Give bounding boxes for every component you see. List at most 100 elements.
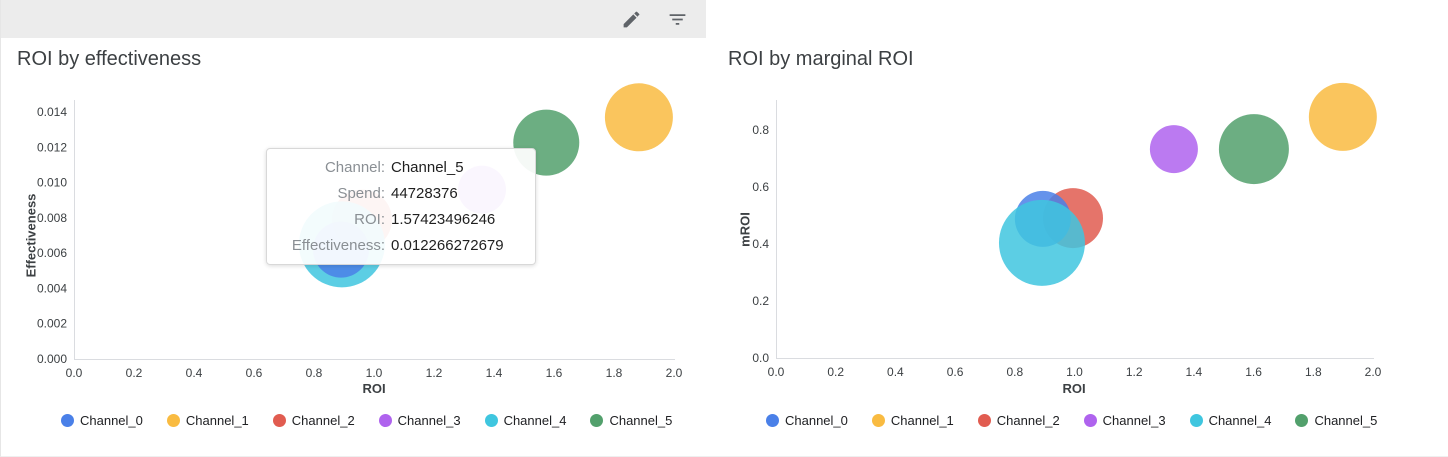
filter-button[interactable]	[662, 4, 692, 34]
legend-label: Channel_5	[609, 413, 673, 428]
legend-item-Channel_0: Channel_0	[766, 413, 848, 428]
pencil-icon	[623, 11, 639, 27]
bubble-chart-plot-mroi[interactable]: 0.0 0.2 0.4 0.6 0.8 0.0 0.2 0.4 0.6 0.8 1.0 1.2 1.4 1…	[706, 42, 1448, 412]
legend-dot-icon	[1083, 414, 1097, 427]
x-axis-label: ROI	[1062, 381, 1086, 396]
tooltip-row: ROI: 1.57423496246	[277, 207, 521, 233]
legend-label: Channel_2	[996, 413, 1060, 428]
tooltip-value: 0.012266272679	[391, 236, 504, 254]
legend-label: Channel_4	[1208, 413, 1272, 428]
legend-dot-icon	[766, 414, 779, 427]
chart-legend: Channel_0 Channel_1 Channel_2 Channel_3 Chan…	[61, 412, 672, 429]
x-tick-label: 1.2	[1126, 365, 1143, 379]
tooltip-label: Spend:	[337, 184, 385, 202]
x-tick-label: 1.6	[546, 366, 563, 380]
tooltip-row: Effectiveness: 0.012266272679	[277, 233, 521, 259]
chart-title: ROI by marginal ROI	[728, 48, 914, 70]
x-tick-label: 1.0	[366, 366, 383, 380]
legend-dot-icon	[590, 414, 604, 427]
legend-item-Channel_2: Channel_2	[977, 413, 1060, 428]
chart-panel-roi-by-effectiveness: ROI by effectiveness 0.000 0.002 0.004 0.00…	[1, 42, 706, 456]
x-tick-label: 2.0	[666, 366, 683, 380]
x-tick-label: 1.8	[1305, 365, 1322, 379]
legend-item-Channel_1: Channel_1	[166, 413, 249, 428]
chart-title: ROI by effectiveness	[17, 48, 202, 70]
y-axis-label: Effectiveness	[23, 193, 39, 278]
legend-dot-icon	[484, 414, 498, 427]
y-tick-label: 0.000	[37, 352, 67, 366]
x-tick-label: 1.4	[1186, 365, 1203, 379]
legend-item-Channel_4: Channel_4	[1189, 413, 1272, 428]
y-tick-label: 0.2	[752, 294, 769, 308]
legend-item-Channel_4: Channel_4	[484, 413, 567, 428]
legend-label: Channel_1	[185, 413, 249, 428]
edit-button[interactable]	[616, 4, 646, 34]
bubble-Channel_4[interactable]	[998, 199, 1085, 286]
y-tick-label: 0.4	[752, 237, 769, 251]
legend-label: Channel_4	[503, 413, 567, 428]
x-axis-label: ROI	[362, 381, 386, 396]
legend-label: Channel_3	[1102, 413, 1166, 428]
x-tick-label: 0.4	[186, 366, 203, 380]
legend-dot-icon	[871, 414, 885, 427]
legend-label: Channel_5	[1314, 413, 1378, 428]
x-tick-label: 1.6	[1245, 365, 1262, 379]
x-tick-label: 0.6	[246, 366, 263, 380]
legend-dot-icon	[61, 414, 74, 427]
bubble-Channel_3[interactable]	[1149, 125, 1198, 174]
y-tick-label: 0.008	[37, 211, 67, 225]
x-tick-label: 1.4	[486, 366, 503, 380]
y-tick-label: 0.6	[752, 180, 769, 194]
legend-dot-icon	[378, 414, 392, 427]
x-tick-label: 1.0	[1066, 365, 1083, 379]
legend-item-Channel_3: Channel_3	[1083, 413, 1166, 428]
bubble-Channel_5[interactable]	[1218, 114, 1289, 185]
y-tick-label: 0.8	[752, 123, 769, 137]
tooltip-row: Spend: 44728376	[277, 181, 521, 207]
y-axis-label: mROI	[737, 212, 753, 247]
y-tick-label: 0.006	[37, 246, 67, 260]
tooltip-label: Effectiveness:	[291, 236, 385, 254]
legend-label: Channel_0	[785, 413, 848, 428]
x-tick-label: 0.2	[827, 365, 844, 379]
tooltip-label: Channel:	[324, 158, 385, 176]
y-tick-label: 0.004	[37, 281, 67, 295]
y-tick-label: 0.014	[37, 105, 67, 119]
chart-tooltip: Channel: Channel_5 Spend: 44728376 ROI: …	[266, 148, 536, 265]
bubble-Channel_1[interactable]	[1308, 82, 1377, 151]
chart-legend: Channel_0 Channel_1 Channel_2 Channel_3 Chan…	[766, 412, 1377, 429]
y-tick-label: 0.0	[752, 351, 769, 365]
x-tick-label: 0.0	[66, 366, 83, 380]
y-tick-label: 0.002	[37, 317, 67, 331]
tooltip-value: 44728376	[391, 184, 458, 202]
legend-dot-icon	[977, 414, 991, 427]
x-tick-label: 0.2	[126, 366, 143, 380]
tooltip-value: 1.57423496246	[391, 210, 496, 228]
tooltip-row: Channel: Channel_5	[277, 155, 521, 181]
x-tick-label: 0.4	[887, 365, 904, 379]
chart-panel-roi-by-marginal-roi: ROI by marginal ROI 0.0 0.2 0.4 0.6 0.8 0.0 0.…	[706, 42, 1448, 456]
legend-label: Channel_0	[80, 413, 143, 428]
legend-item-Channel_5: Channel_5	[1295, 413, 1377, 428]
legend-dot-icon	[1295, 414, 1309, 427]
legend-item-Channel_3: Channel_3	[378, 413, 461, 428]
bubble-Channel_1[interactable]	[604, 83, 673, 152]
legend-item-Channel_5: Channel_5	[590, 413, 672, 428]
legend-label: Channel_1	[890, 413, 954, 428]
x-tick-label: 1.8	[606, 366, 623, 380]
legend-item-Channel_2: Channel_2	[272, 413, 355, 428]
y-tick-label: 0.010	[37, 176, 67, 190]
x-tick-label: 1.2	[426, 366, 443, 380]
legend-label: Channel_3	[397, 413, 461, 428]
filter-list-icon	[669, 13, 685, 25]
legend-item-Channel_1: Channel_1	[871, 413, 954, 428]
legend-dot-icon	[166, 414, 180, 427]
tooltip-value: Channel_5	[391, 158, 464, 176]
y-tick-label: 0.012	[37, 140, 67, 154]
x-tick-label: 0.6	[947, 365, 964, 379]
x-tick-label: 0.8	[306, 366, 323, 380]
legend-label: Channel_2	[291, 413, 355, 428]
legend-dot-icon	[1189, 414, 1203, 427]
x-tick-label: 0.0	[768, 365, 785, 379]
